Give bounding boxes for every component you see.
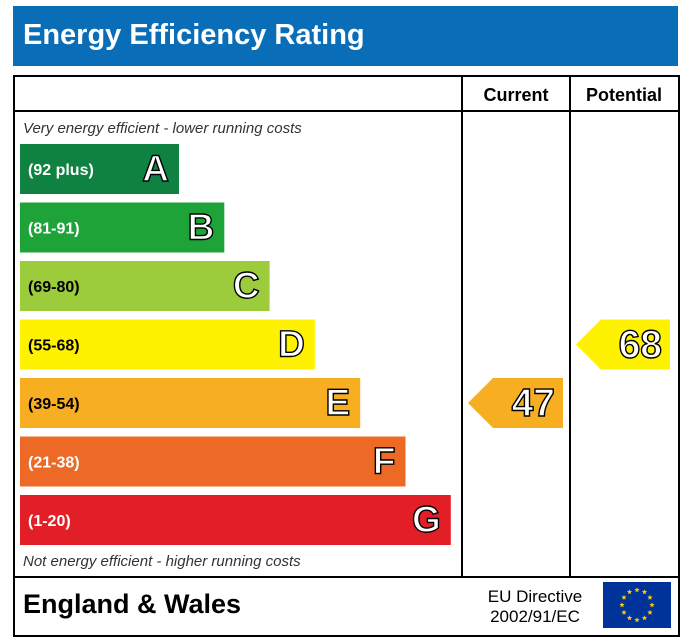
band-range-f: (21-38) — [28, 455, 80, 472]
rating-chart: Current Potential Very energy efficient … — [15, 77, 678, 628]
band-range-c: (69-80) — [28, 279, 80, 296]
potential-rating-value: 68 — [619, 324, 662, 367]
title-bar: Energy Efficiency Rating — [13, 6, 678, 66]
current-rating-arrow — [468, 378, 563, 428]
band-letter-g: G — [412, 499, 441, 540]
band-c: (69-80) C — [20, 261, 270, 311]
band-bar-c — [20, 261, 270, 311]
band-range-g: (1-20) — [28, 513, 71, 530]
band-range-a: (92 plus) — [28, 162, 94, 179]
current-rating-value: 47 — [512, 382, 555, 425]
band-bar-e — [20, 378, 361, 428]
band-b: (81-91) B — [20, 202, 225, 253]
band-letter-a: A — [142, 148, 169, 189]
band-letter-e: E — [326, 382, 351, 423]
bottom-caption: Not energy efficient - higher running co… — [23, 553, 301, 570]
eu-star-icon — [621, 594, 627, 600]
band-g: (1-20) G — [20, 495, 451, 545]
eu-directive-line1: EU Directive — [488, 587, 582, 606]
band-letter-c: C — [233, 265, 260, 306]
page-title: Energy Efficiency Rating — [23, 19, 365, 51]
band-range-e: (39-54) — [28, 396, 80, 413]
footer-region: England & Wales — [23, 589, 241, 619]
band-letter-b: B — [188, 207, 215, 248]
eu-star-icon — [641, 615, 648, 621]
eu-star-icon — [641, 589, 648, 595]
band-f: (21-38) F — [20, 436, 406, 487]
eu-flag-icon — [603, 582, 671, 628]
eu-directive-line2: 2002/91/EC — [490, 607, 580, 626]
potential-rating: 68 — [576, 319, 670, 370]
rating-indicators: 47 68 — [468, 319, 670, 428]
eu-star-icon — [647, 594, 653, 600]
potential-rating-arrow — [576, 319, 670, 370]
top-caption: Very energy efficient - lower running co… — [23, 120, 302, 137]
eu-star-icon — [634, 617, 640, 623]
band-bar-d — [20, 319, 315, 370]
eu-star-icon — [649, 602, 655, 608]
band-d: (55-68) D — [20, 319, 315, 370]
band-range-b: (81-91) — [28, 221, 80, 238]
band-a: (92 plus) A — [20, 144, 179, 194]
band-bar-b — [20, 202, 225, 253]
eu-star-icon — [621, 609, 627, 615]
band-letter-f: F — [373, 441, 396, 482]
band-bar-a — [20, 144, 179, 194]
band-bar-g — [20, 495, 451, 545]
eu-star-icon — [647, 609, 653, 615]
band-letter-d: D — [278, 324, 305, 365]
potential-column-header: Potential — [586, 85, 662, 105]
eu-star-icon — [626, 615, 633, 621]
rating-bands: (92 plus) A (81-91) B (69-80) C (55-68) D (39-54… — [20, 144, 451, 545]
band-bar-f — [20, 436, 406, 487]
rating-chart-frame: Current Potential Very energy efficient … — [13, 75, 680, 637]
band-range-d: (55-68) — [28, 338, 80, 355]
current-rating: 47 — [468, 378, 563, 428]
eu-star-icon — [619, 602, 625, 608]
eu-star-icon — [634, 587, 640, 593]
eu-star-icon — [626, 589, 633, 595]
band-e: (39-54) E — [20, 378, 361, 428]
current-column-header: Current — [483, 85, 548, 105]
